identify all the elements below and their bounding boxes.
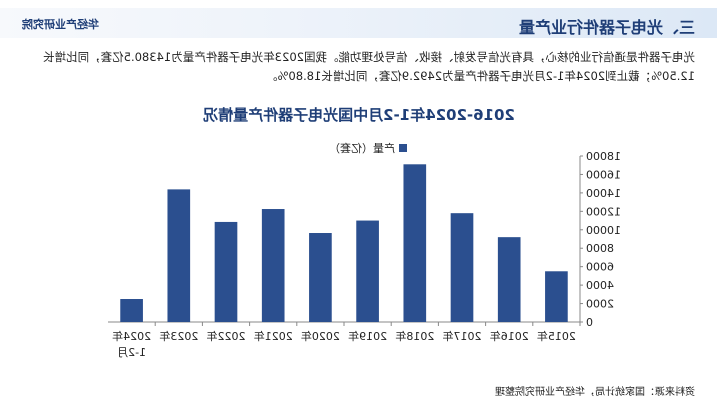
- y-tick-label: 6000: [586, 261, 614, 274]
- y-tick-label: 0: [586, 316, 593, 329]
- x-tick-label: 2017年: [443, 329, 482, 343]
- x-tick-label: 2020年: [301, 329, 340, 343]
- logo: 华经产业研究院: [22, 18, 99, 31]
- x-tick-label: 2015年: [537, 329, 576, 343]
- legend-swatch: [399, 144, 407, 152]
- x-tick-label: 2022年: [207, 329, 246, 343]
- bar: [356, 220, 379, 322]
- y-tick-label: 16000: [586, 168, 621, 181]
- bar: [403, 164, 427, 322]
- bar: [120, 299, 143, 322]
- y-tick-label: 14000: [586, 187, 621, 200]
- bar: [450, 213, 474, 322]
- chart: 2016-2024年1-2月中国光电子器件产量情况 0 2000 4000 6000 8…: [108, 106, 621, 359]
- bar: [261, 209, 285, 322]
- y-tick-label: 18000: [586, 150, 621, 163]
- x-tick-label: 2023年: [159, 329, 198, 343]
- x-tick-label: 2021年: [254, 329, 293, 343]
- x-tick-label: 2024年 1-2月: [112, 329, 151, 359]
- section-title: 三、光电子器件行业产量: [518, 18, 695, 37]
- y-tick-label: 8000: [586, 242, 614, 255]
- y-tick-label: 12000: [586, 205, 621, 218]
- bar: [309, 233, 332, 322]
- x-tick-label: 2016年: [490, 329, 529, 343]
- source: 资料来源：国家统计局，华经产业研究院整理: [495, 387, 695, 398]
- x-tick-label: 2018年: [395, 329, 434, 343]
- x-tick-label: 2019年: [348, 329, 387, 343]
- header-band: 三、光电子器件行业产量 华经产业研究院: [0, 8, 717, 38]
- bar: [497, 237, 521, 322]
- y-tick-label: 2000: [586, 298, 614, 311]
- bar: [545, 271, 568, 322]
- y-tick-label: 10000: [586, 224, 621, 237]
- chart-title: 2016-2024年1-2月中国光电子器件产量情况: [203, 106, 515, 124]
- bar: [167, 189, 191, 322]
- paragraph: 光电子器件是通信行业的核心，具有光信号发射、接收、信号处理功能。我国2023年光…: [43, 50, 695, 83]
- y-tick-label: 4000: [586, 279, 614, 292]
- legend-label: 产量（亿套）: [329, 141, 395, 155]
- bar: [214, 221, 238, 322]
